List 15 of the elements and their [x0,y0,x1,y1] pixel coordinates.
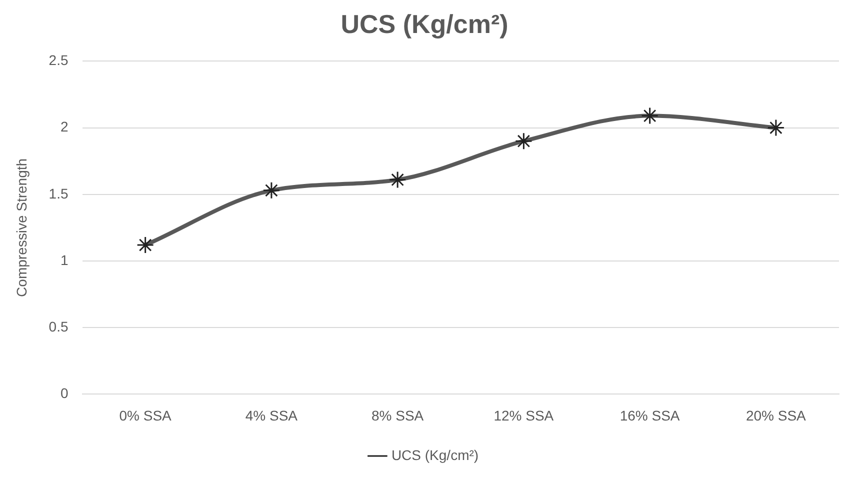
x-tick-label: 4% SSA [245,407,298,424]
legend-label: UCS (Kg/cm²) [391,446,479,463]
y-axis-title: Compressive Strength [13,158,30,297]
y-tick-label: 1.5 [48,185,68,202]
chart-title: UCS (Kg/cm²) [340,8,508,39]
x-tick-label: 8% SSA [372,407,424,424]
x-tick-label: 16% SSA [620,407,680,424]
y-tick-label: 1 [60,252,68,268]
x-tick-label: 0% SSA [119,407,172,424]
x-tick-label: 20% SSA [746,407,807,424]
y-tick-label: 2 [60,118,68,135]
y-tick-label: 2.5 [48,52,68,68]
y-tick-label: 0 [60,385,68,402]
x-tick-label: 12% SSA [494,407,554,424]
y-tick-label: 0.5 [48,318,68,334]
